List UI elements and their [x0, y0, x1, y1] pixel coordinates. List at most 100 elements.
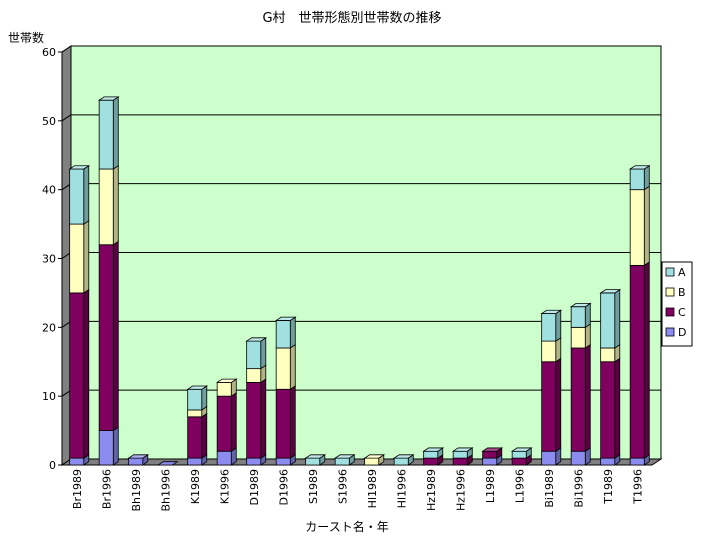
bar-top	[510, 447, 533, 452]
legend-label: B	[678, 286, 686, 299]
bar-segment	[541, 450, 557, 466]
bar-segment	[570, 326, 586, 349]
bar-segment	[128, 457, 144, 466]
bar-segment	[423, 457, 439, 466]
bar-top	[127, 454, 150, 459]
bar-top	[599, 289, 622, 294]
bar-segment	[246, 381, 262, 459]
bar-segment	[393, 457, 409, 466]
x-tick-label: Hl1996	[395, 469, 408, 508]
bar-segment-side	[614, 357, 621, 459]
bar-segment	[600, 292, 616, 349]
y-tick-label: 60	[42, 46, 56, 59]
bar-segment	[216, 450, 232, 466]
x-tick-label: K1996	[218, 469, 231, 504]
bar-segment-side	[260, 378, 267, 459]
bar-top	[569, 302, 592, 308]
bar-top	[245, 337, 268, 342]
x-tick-label: Br1996	[100, 469, 113, 509]
bar-segment	[98, 99, 114, 170]
x-tick-label: Bh1996	[159, 469, 172, 512]
legend-label: C	[678, 306, 686, 319]
y-tick-label: 0	[49, 459, 56, 472]
x-tick-label: K1989	[189, 469, 202, 504]
bar-segment-side	[614, 288, 621, 349]
bar-top	[481, 447, 504, 452]
bar-segment	[69, 168, 85, 225]
legend-swatch	[665, 287, 675, 297]
y-tick-label: 50	[42, 115, 56, 128]
bar-segment	[541, 313, 557, 342]
bar-top	[392, 454, 415, 459]
bar-segment-side	[289, 316, 296, 349]
bar-top	[628, 165, 651, 170]
bar-top	[68, 165, 91, 170]
bar-segment-side	[289, 385, 296, 459]
bar-segment	[629, 168, 645, 191]
x-tick-label: T1989	[602, 469, 615, 505]
x-tick-label: S1989	[307, 469, 320, 504]
gridline-side	[61, 45, 72, 53]
bar-top	[540, 309, 563, 314]
legend-swatch	[665, 307, 675, 317]
gridline-side	[61, 114, 72, 122]
bar-segment	[69, 292, 85, 459]
bar-segment	[187, 416, 203, 459]
x-axis-title: カースト名・年	[305, 519, 388, 534]
bar-segment	[570, 306, 586, 328]
bar-segment	[629, 189, 645, 266]
legend-swatch	[665, 267, 675, 277]
bar-segment	[629, 457, 645, 466]
bar-segment-side	[643, 164, 650, 191]
bar-top	[186, 385, 209, 390]
y-tick-label: 30	[42, 253, 56, 266]
bar-segment	[275, 320, 291, 349]
bar-segment	[629, 264, 645, 459]
bar-segment-side	[83, 164, 90, 225]
bar-top	[97, 96, 120, 101]
bar-segment-side	[289, 343, 296, 391]
bar-segment	[511, 457, 527, 466]
x-tick-label: D1989	[248, 469, 261, 505]
bar-segment	[600, 457, 616, 466]
bar-segment-side	[584, 343, 591, 452]
bar-segment	[69, 457, 85, 466]
bar-top	[333, 454, 356, 459]
bar-segment-side	[201, 412, 208, 459]
bar-segment-side	[112, 96, 119, 170]
bar-segment-side	[643, 185, 650, 267]
x-tick-label: T1996	[631, 469, 644, 505]
x-tick-label: Hz1989	[425, 469, 438, 511]
x-tick-label: L1996	[513, 469, 526, 503]
bar-top	[363, 454, 386, 459]
bar-segment	[216, 381, 232, 397]
bar-segment	[541, 361, 557, 452]
bar-segment-side	[555, 309, 562, 342]
bar-segment	[570, 347, 586, 452]
bar-segment	[275, 388, 291, 459]
x-tick-label: Bh1989	[130, 469, 143, 512]
bar-segment	[452, 457, 468, 466]
plot-area: 0 10 20 30 40 50 60 Br1989 Br1996 Bh1989 Bh1996 K19…	[42, 45, 663, 512]
x-tick-label: S1996	[336, 469, 349, 504]
bar-segment-side	[201, 385, 208, 411]
bar-segment-side	[260, 337, 267, 370]
bar-segment	[187, 457, 203, 466]
legend-swatch	[665, 327, 675, 337]
bar-top	[274, 316, 297, 321]
bar-segment-side	[555, 357, 562, 452]
bar-segment	[98, 168, 114, 246]
bar-segment	[570, 450, 586, 466]
y-tick-label: 20	[42, 321, 56, 334]
bar-segment	[187, 388, 203, 411]
bar-segment	[69, 223, 85, 294]
bar-segment-side	[112, 164, 119, 246]
x-tick-label: Bi1996	[572, 469, 585, 508]
bar-segment	[246, 368, 262, 383]
bar-segment	[275, 347, 291, 390]
bar-top	[215, 378, 238, 383]
bar-segment-side	[643, 261, 650, 459]
legend-label: D	[678, 326, 686, 339]
bar-segment	[511, 450, 527, 459]
bar-segment	[246, 340, 262, 370]
